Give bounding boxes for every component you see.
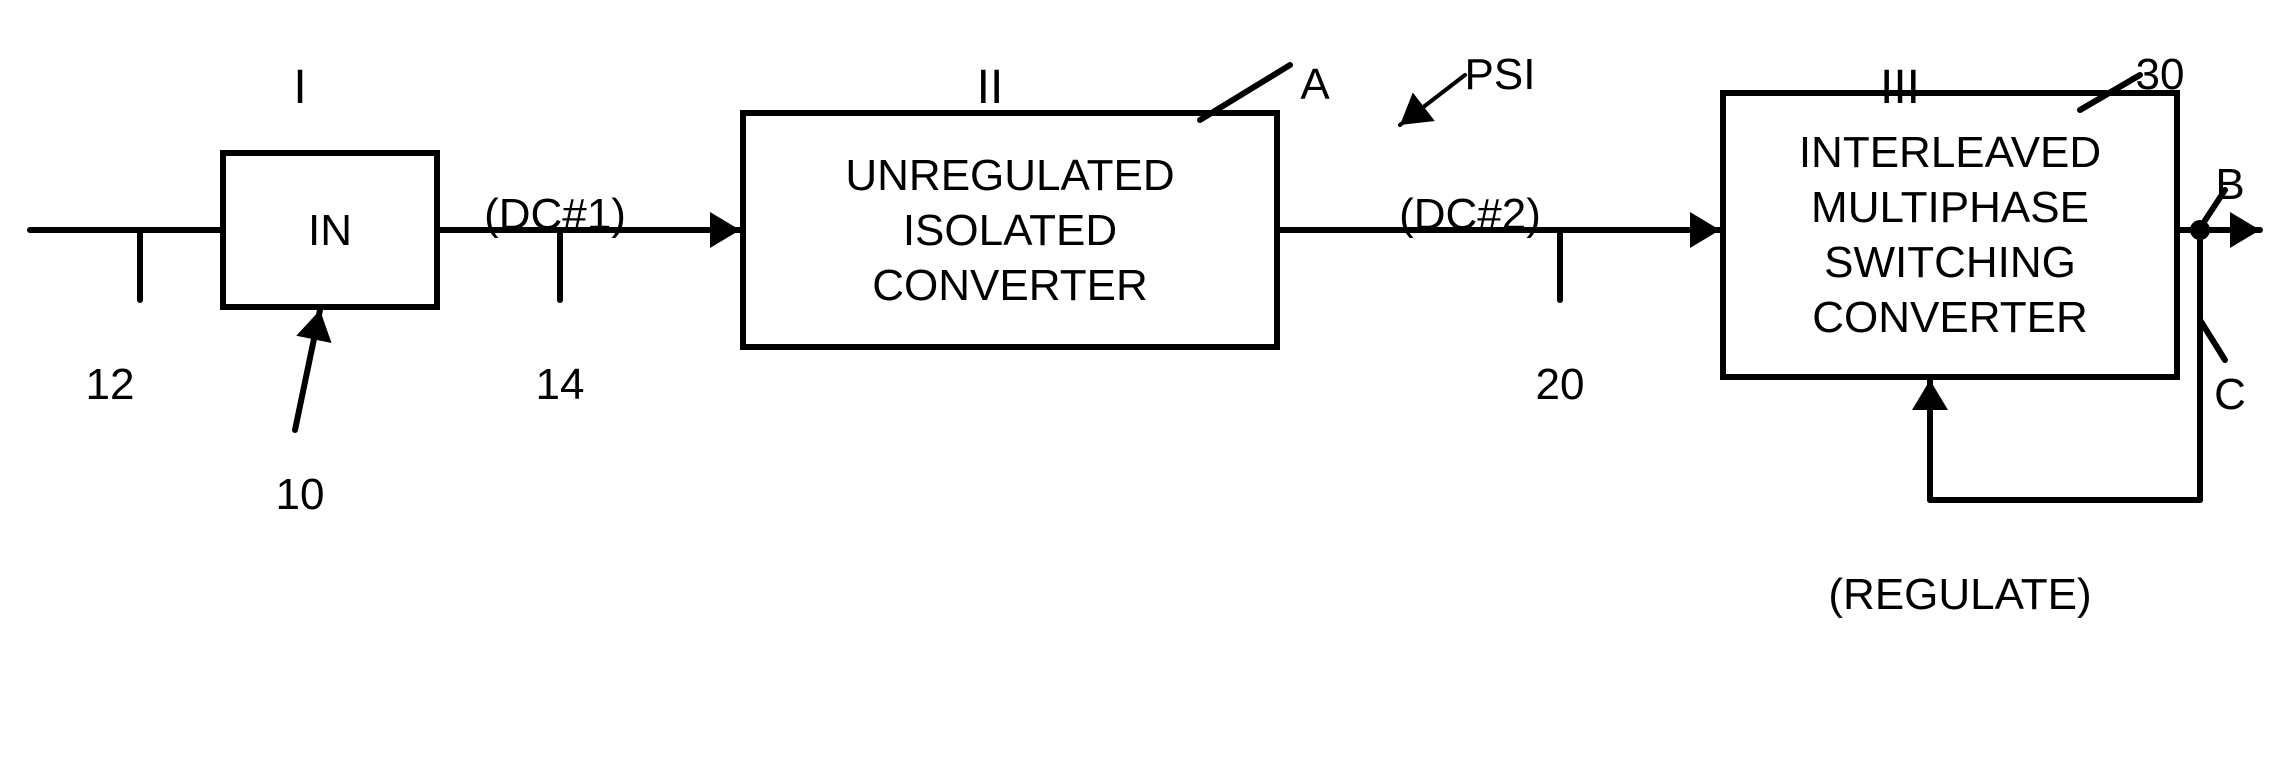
block-iso-line1: UNREGULATED <box>845 151 1174 200</box>
label-C: C <box>2214 370 2246 420</box>
block-sw-line2: MULTIPHASE <box>1811 183 2089 232</box>
block-isolated-converter: UNREGULATED ISOLATED CONVERTER <box>740 110 1280 350</box>
roman-one: I <box>293 60 306 115</box>
ref-10: 10 <box>276 470 325 520</box>
label-regulate: (REGULATE) <box>1828 570 2091 620</box>
label-B: B <box>2215 160 2244 210</box>
block-sw-line3: SWITCHING <box>1824 238 2076 287</box>
block-iso-line3: CONVERTER <box>872 261 1147 310</box>
roman-three: III <box>1880 60 1920 115</box>
ref-30: 30 <box>2136 50 2185 100</box>
block-iso-line2: ISOLATED <box>903 206 1117 255</box>
block-iso-label: UNREGULATED ISOLATED CONVERTER <box>845 148 1174 313</box>
ref-12: 12 <box>86 360 135 410</box>
label-dc2: (DC#2) <box>1399 190 1541 240</box>
block-in-label: IN <box>308 203 352 258</box>
block-sw-line4: CONVERTER <box>1812 293 2087 342</box>
ref-20: 20 <box>1536 360 1585 410</box>
block-switching-converter: INTERLEAVED MULTIPHASE SWITCHING CONVERT… <box>1720 90 2180 380</box>
block-in: IN <box>220 150 440 310</box>
label-psi: PSI <box>1465 50 1536 100</box>
ref-14: 14 <box>536 360 585 410</box>
roman-two: II <box>977 60 1004 115</box>
label-dc1: (DC#1) <box>484 190 626 240</box>
block-sw-line1: INTERLEAVED <box>1799 128 2101 177</box>
label-A: A <box>1300 60 1329 110</box>
block-sw-label: INTERLEAVED MULTIPHASE SWITCHING CONVERT… <box>1799 125 2101 345</box>
diagram-root: IN UNREGULATED ISOLATED CONVERTER INTERL… <box>0 0 2290 776</box>
